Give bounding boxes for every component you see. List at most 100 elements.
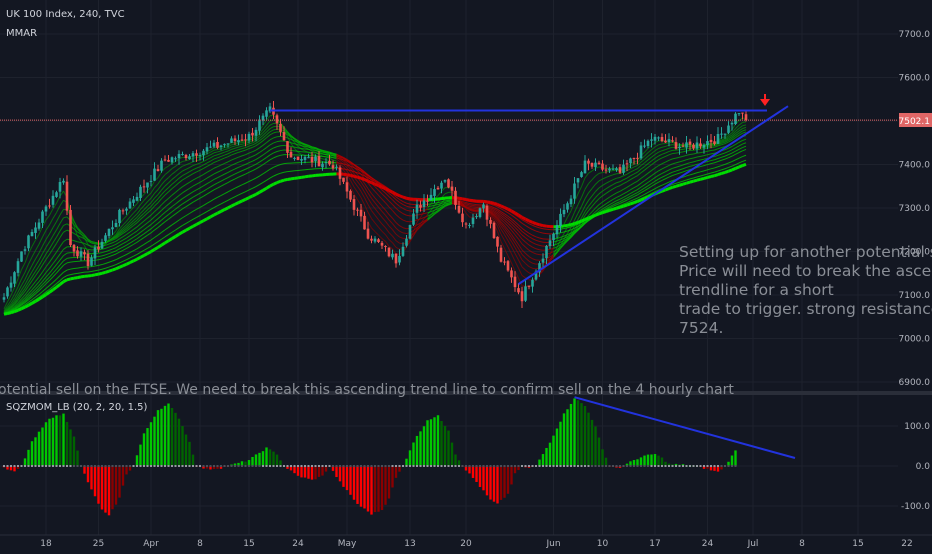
squeeze-dot — [122, 465, 124, 467]
momentum-bar — [416, 436, 418, 466]
ribbon-segment — [319, 151, 323, 152]
ribbon-segment — [543, 229, 547, 230]
ribbon-segment — [379, 186, 383, 188]
squeeze-dot — [413, 465, 415, 467]
ribbon-segment — [137, 257, 141, 259]
ribbon-segment — [169, 239, 173, 241]
candle-body — [76, 250, 79, 256]
ribbon-segment — [71, 274, 75, 275]
symbol-title[interactable]: UK 100 Index, 240, TVC — [6, 9, 125, 20]
squeeze-dot — [241, 465, 243, 467]
momentum-bar — [346, 466, 348, 490]
candle-body — [55, 192, 58, 197]
squeeze-dot — [549, 465, 551, 467]
momentum-bar — [27, 450, 29, 466]
ribbon-segment — [71, 269, 75, 270]
squeeze-dot — [507, 465, 509, 467]
ribbon-segment — [291, 178, 295, 179]
ribbon-segment — [277, 141, 281, 142]
squeeze-dot — [661, 465, 663, 467]
ribbon-segment — [470, 209, 474, 210]
ribbon-segment — [498, 204, 502, 206]
ribbon-segment — [148, 252, 152, 254]
squeeze-dot — [56, 465, 58, 467]
candle-body — [517, 288, 520, 292]
momentum-bar — [377, 466, 379, 512]
squeeze-dot — [178, 465, 180, 467]
squeeze-dot — [360, 465, 362, 467]
candle-body — [83, 252, 86, 254]
squeeze-dot — [630, 465, 632, 467]
candle-body — [426, 201, 429, 202]
squeeze-dot — [693, 465, 695, 467]
ribbon-segment — [634, 201, 638, 202]
momentum-bar — [545, 448, 547, 466]
ribbon-segment — [613, 170, 617, 171]
momentum-bar — [108, 466, 110, 515]
momentum-bar — [314, 466, 316, 479]
candle-body — [503, 262, 506, 263]
candle-body — [720, 134, 723, 135]
ribbon-segment — [494, 203, 498, 204]
squeeze-dot — [588, 465, 590, 467]
candle-body — [335, 167, 338, 168]
price-tick-label: 7400.0 — [899, 161, 931, 171]
candle-body — [199, 155, 202, 156]
candle-body — [447, 179, 450, 187]
candle-body — [619, 167, 622, 173]
momentum-bar — [657, 456, 659, 466]
squeeze-dot — [196, 465, 198, 467]
candle-body — [745, 114, 748, 120]
squeeze-dot — [357, 465, 359, 467]
squeeze-dot — [339, 465, 341, 467]
candle-body — [395, 254, 398, 264]
squeeze-dot — [416, 465, 418, 467]
squeeze-dot — [553, 465, 555, 467]
ribbon-segment — [697, 156, 701, 157]
momentum-bar — [143, 433, 145, 466]
ribbon-segment — [610, 209, 614, 210]
ribbon-segment — [536, 224, 540, 225]
ribbon-segment — [274, 183, 278, 185]
candle-body — [692, 145, 695, 149]
ribbon-segment — [505, 207, 509, 209]
momentum-bar — [321, 466, 323, 476]
candle-body — [293, 158, 296, 159]
indicator-label[interactable]: MMAR — [6, 28, 37, 39]
candle-body — [563, 210, 566, 214]
ribbon-segment — [701, 156, 705, 157]
ribbon-segment — [361, 178, 365, 179]
candle-body — [356, 210, 359, 211]
ribbon-segment — [725, 171, 729, 172]
ribbon-segment — [67, 279, 71, 280]
candle-body — [314, 157, 317, 162]
ribbon-segment — [697, 179, 701, 180]
squeeze-dot — [686, 465, 688, 467]
squeeze-dot — [458, 465, 460, 467]
squeeze-dot — [273, 465, 275, 467]
squeeze-dot — [66, 465, 68, 467]
ribbon-segment — [281, 150, 285, 151]
momentum-bar — [272, 452, 274, 466]
ribbon-segment — [225, 208, 229, 210]
ribbon-segment — [543, 226, 547, 227]
candle-body — [248, 134, 251, 141]
ribbon-segment — [277, 181, 281, 182]
ribbon-segment — [743, 122, 747, 123]
momentum-bar — [577, 400, 579, 466]
squeeze-dot — [238, 465, 240, 467]
ribbon-segment — [445, 202, 449, 203]
momentum-bar — [136, 455, 138, 466]
ribbon-segment — [473, 205, 477, 206]
squeeze-dot — [465, 465, 467, 467]
squeeze-dot — [143, 465, 145, 467]
oscillator-title[interactable]: SQZMOM_LB (20, 2, 20, 1.5) — [6, 402, 147, 413]
ribbon-segment — [172, 236, 176, 238]
ribbon-segment — [186, 228, 190, 230]
squeeze-dot — [539, 465, 541, 467]
squeeze-dot — [98, 465, 100, 467]
ribbon-segment — [197, 157, 201, 158]
ribbon-segment — [386, 189, 390, 191]
candle-body — [419, 205, 422, 207]
